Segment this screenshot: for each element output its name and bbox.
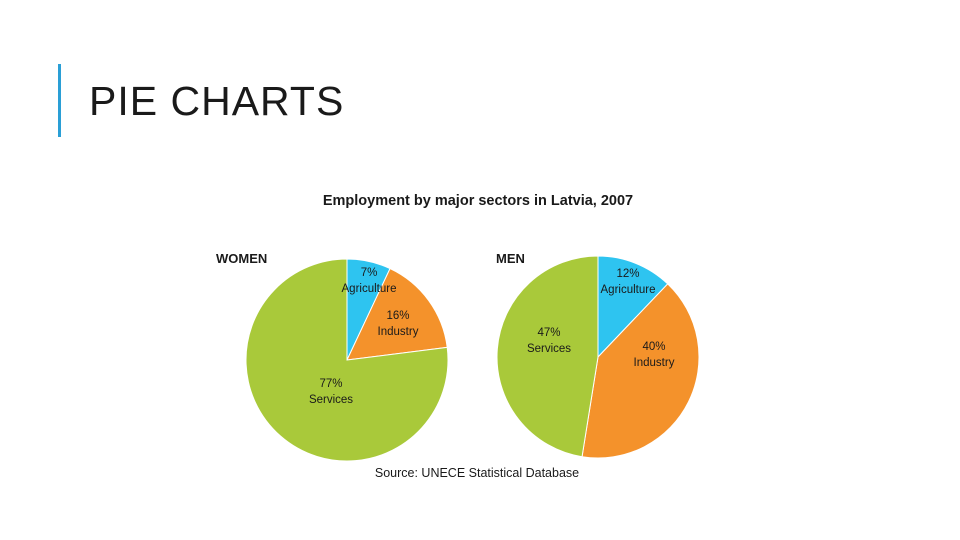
slice-women-services: [245, 258, 449, 462]
label-pct-men-services: 47%: [537, 327, 560, 339]
label-category-women-industry: Industry: [378, 326, 419, 338]
label-category-women-services: Services: [309, 394, 353, 406]
label-category-men-industry: Industry: [634, 357, 675, 369]
chart-title: Employment by major sectors in Latvia, 2…: [323, 193, 633, 209]
label-pct-women-agriculture: 7%: [361, 267, 378, 279]
label-pct-men-agriculture: 12%: [616, 268, 639, 280]
slice-labels: 7% Agriculture 16% Industry 77% Services 12% Ag…: [309, 267, 675, 406]
label-pct-women-services: 77%: [319, 378, 342, 390]
pie-men: [496, 255, 700, 459]
chart-source: Source: UNECE Statistical Database: [375, 466, 579, 480]
label-category-women-agriculture: Agriculture: [342, 283, 397, 295]
chart-label-men: MEN: [496, 251, 525, 266]
slice-men-agriculture: [597, 255, 669, 359]
slice-women-industry: [346, 267, 448, 361]
slide-title: PIE CHARTS: [89, 78, 345, 124]
label-category-men-services: Services: [527, 343, 571, 355]
slice-men-services: [496, 255, 599, 458]
chart-label-women: WOMEN: [216, 251, 267, 266]
slice-men-industry: [581, 283, 700, 459]
pie-women: [245, 258, 449, 462]
label-pct-women-industry: 16%: [386, 310, 409, 322]
label-pct-men-industry: 40%: [642, 341, 665, 353]
title-accent-bar: [58, 64, 61, 137]
label-category-men-agriculture: Agriculture: [601, 284, 656, 296]
